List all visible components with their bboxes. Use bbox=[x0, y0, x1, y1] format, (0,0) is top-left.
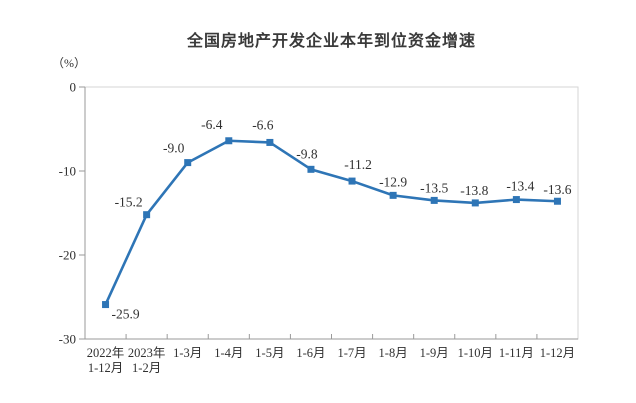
data-point-marker bbox=[471, 199, 479, 207]
data-point-marker bbox=[266, 138, 274, 146]
data-point-marker bbox=[430, 196, 438, 204]
x-axis-label: 1-9月 bbox=[420, 346, 449, 360]
y-tick-label: 0 bbox=[70, 80, 77, 95]
data-point-marker bbox=[348, 177, 356, 185]
x-axis-label: 1-8月 bbox=[379, 346, 408, 360]
data-point-label: -15.2 bbox=[115, 195, 143, 210]
x-axis-label: 1-5月 bbox=[255, 346, 284, 360]
data-point-label: -13.4 bbox=[506, 179, 534, 194]
x-axis-label: 1-4月 bbox=[214, 346, 243, 360]
data-point-label: -25.9 bbox=[112, 307, 140, 322]
data-point-marker bbox=[553, 197, 561, 205]
x-axis-label: 1-6月 bbox=[296, 346, 325, 360]
data-line bbox=[104, 139, 559, 306]
data-point-marker bbox=[143, 211, 151, 219]
data-point-label: -13.5 bbox=[420, 180, 448, 195]
data-point-marker bbox=[184, 159, 192, 167]
data-point-marker bbox=[102, 301, 110, 309]
data-point-marker bbox=[307, 165, 315, 173]
y-axis-unit-label: （%） bbox=[52, 56, 86, 70]
x-axis-label: 1-7月 bbox=[337, 346, 366, 360]
x-axis-label: 2022年 bbox=[87, 346, 125, 360]
x-axis-label: 1-12月 bbox=[88, 361, 123, 375]
y-tick-label: -30 bbox=[59, 332, 76, 347]
x-axis-label: 2023年 bbox=[128, 346, 166, 360]
data-point-label: -11.2 bbox=[344, 157, 372, 172]
data-point-marker bbox=[389, 191, 397, 199]
x-axis-label: 1-2月 bbox=[132, 361, 161, 375]
data-point-label: -6.4 bbox=[201, 117, 223, 132]
data-point-label: -9.0 bbox=[163, 141, 185, 156]
data-point-label: -9.8 bbox=[296, 146, 318, 161]
x-axis-label: 1-10月 bbox=[458, 346, 493, 360]
plot-border bbox=[84, 86, 579, 340]
x-axis-label: 1-12月 bbox=[540, 346, 575, 360]
data-point-marker bbox=[512, 196, 520, 204]
data-point-label: -13.6 bbox=[543, 182, 571, 197]
data-point-label: -13.8 bbox=[460, 183, 488, 198]
y-tick-label: -20 bbox=[59, 248, 76, 263]
y-tick-label: -10 bbox=[59, 164, 76, 179]
x-axis-label: 1-3月 bbox=[173, 346, 202, 360]
data-point-label: -12.9 bbox=[379, 174, 407, 189]
data-point-label: -6.6 bbox=[252, 117, 274, 132]
data-point-marker bbox=[225, 137, 233, 145]
chart-title: 全国房地产开发企业本年到位资金增速 bbox=[186, 33, 476, 50]
x-axis-label: 1-11月 bbox=[499, 346, 534, 360]
